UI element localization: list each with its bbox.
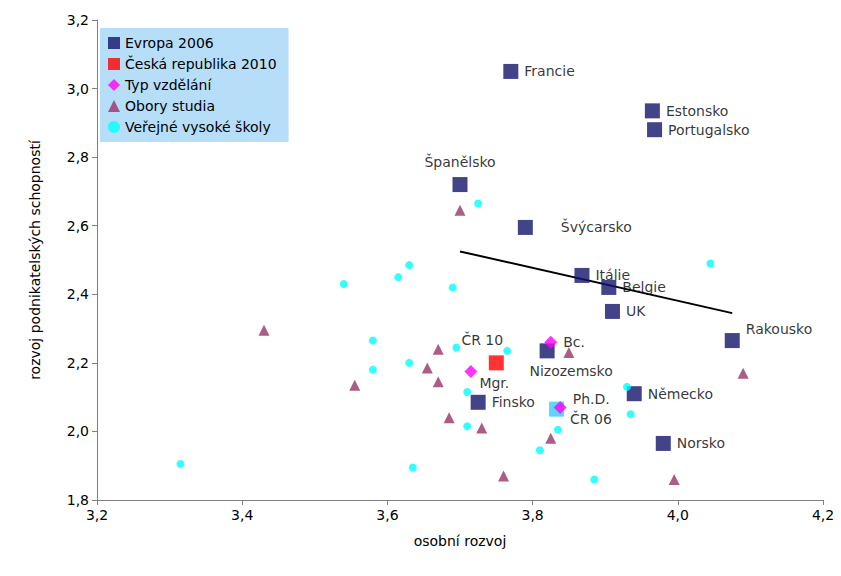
svg-text:Mgr.: Mgr.	[479, 375, 509, 391]
svg-text:4,2: 4,2	[812, 507, 834, 523]
svg-text:Belgie: Belgie	[622, 279, 666, 295]
svg-text:3,2: 3,2	[86, 507, 108, 523]
svg-text:Španělsko: Španělsko	[424, 153, 495, 170]
svg-text:3,6: 3,6	[376, 507, 398, 523]
svg-text:Německo: Německo	[648, 386, 713, 402]
svg-text:rozvoj podnikatelských schopno: rozvoj podnikatelských schopností	[27, 139, 43, 380]
svg-text:Itálie: Itálie	[595, 267, 631, 284]
svg-text:Norsko: Norsko	[677, 435, 725, 451]
svg-text:Rakousko: Rakousko	[746, 321, 813, 337]
svg-text:2,2: 2,2	[67, 355, 89, 371]
svg-text:Typ vzdělání: Typ vzdělání	[124, 77, 212, 93]
svg-text:Ph.D.: Ph.D.	[573, 391, 610, 407]
svg-text:Veřejné vysoké školy: Veřejné vysoké školy	[125, 119, 271, 135]
svg-text:Finsko: Finsko	[492, 394, 535, 410]
svg-text:2,4: 2,4	[67, 286, 89, 302]
svg-text:2,0: 2,0	[67, 423, 89, 439]
svg-text:Nizozemsko: Nizozemsko	[529, 363, 612, 379]
svg-text:Česká republika 2010: Česká republika 2010	[125, 55, 277, 72]
svg-text:UK: UK	[626, 303, 646, 319]
svg-text:Evropa 2006: Evropa 2006	[125, 35, 214, 51]
svg-text:Švýcarsko: Švýcarsko	[561, 218, 632, 235]
svg-text:2,6: 2,6	[67, 218, 89, 234]
svg-text:3,8: 3,8	[521, 507, 543, 523]
svg-text:1,8: 1,8	[67, 492, 89, 508]
svg-text:Portugalsko: Portugalsko	[668, 122, 749, 138]
svg-text:Obory studia: Obory studia	[125, 98, 215, 114]
svg-text:ČR 06: ČR 06	[570, 410, 612, 427]
svg-text:3,2: 3,2	[67, 12, 89, 28]
svg-text:Estonsko: Estonsko	[666, 103, 729, 119]
svg-text:3,4: 3,4	[231, 507, 253, 523]
svg-text:Bc.: Bc.	[563, 334, 585, 350]
svg-text:2,8: 2,8	[67, 149, 89, 165]
svg-text:4,0: 4,0	[667, 507, 689, 523]
svg-text:3,0: 3,0	[67, 81, 89, 97]
svg-text:osobní rozvoj: osobní rozvoj	[414, 533, 507, 549]
svg-text:ČR 10: ČR 10	[461, 331, 503, 348]
svg-text:Francie: Francie	[524, 63, 574, 79]
